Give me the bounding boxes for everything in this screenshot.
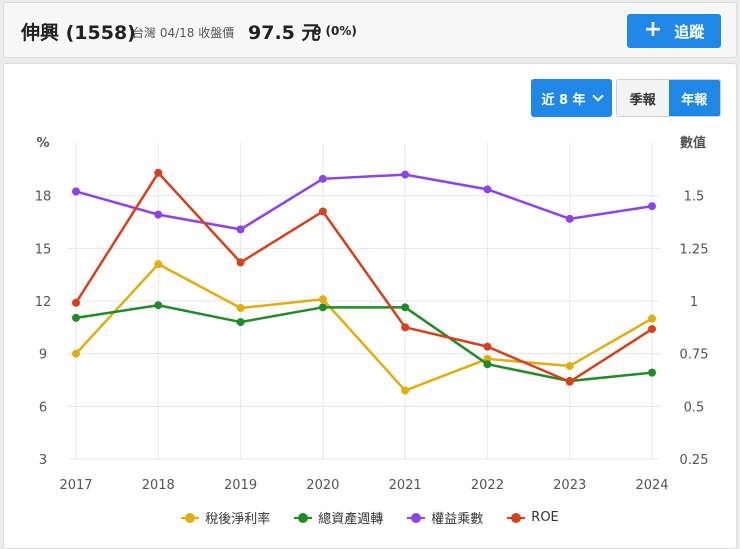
legend-marker-icon [181,512,200,523]
price-change: 0 (0%) [313,24,357,38]
legend-label: 總資產週轉 [318,512,384,527]
quarterly-tab[interactable]: 季報 [617,80,669,116]
closing-price: 97.5 元 [248,22,321,44]
plus-icon: + [643,17,663,42]
stock-header: 伸興 (1558) 台灣 04/18 收盤價 97.5 元 0 (0%) + 追… [3,2,737,58]
legend-label: ROE [531,510,559,525]
legend-item[interactable]: 總資產週轉 [294,508,383,527]
range-dropdown[interactable]: 近 8 年 [531,79,612,117]
annual-tab[interactable]: 年報 [668,80,720,116]
legend-label: 稅後淨利率 [205,512,271,527]
chart-legend: 稅後淨利率 總資產週轉 權益乘數 ROE [0,508,740,527]
track-button[interactable]: + 追蹤 [627,14,721,48]
chart-card: 近 8 年 季報 年報 [3,63,737,549]
legend-item[interactable]: ROE [507,508,559,527]
market-date-label: 台灣 04/18 收盤價 [132,26,235,40]
track-label: 追蹤 [674,22,705,41]
legend-item[interactable]: 權益乘數 [407,508,483,527]
legend-marker-icon [507,512,526,523]
range-label: 近 8 年 [541,92,586,108]
legend-marker-icon [407,512,426,523]
legend-marker-icon [294,512,313,523]
legend-item[interactable]: 稅後淨利率 [181,508,270,527]
stock-name: 伸興 (1558) [21,22,136,44]
chevron-down-icon [591,90,604,102]
period-toggle: 季報 年報 [616,79,721,117]
legend-label: 權益乘數 [431,512,484,527]
